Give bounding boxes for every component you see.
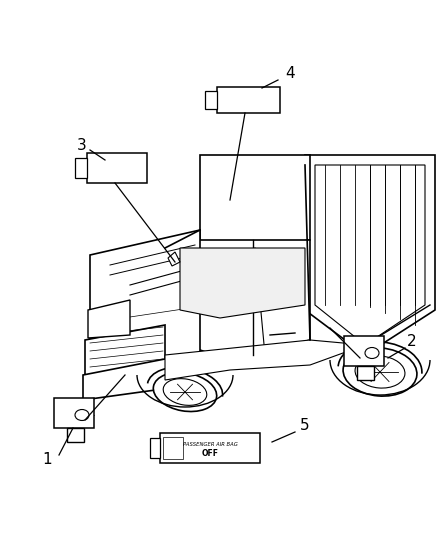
- Polygon shape: [85, 325, 165, 385]
- Polygon shape: [88, 300, 130, 338]
- Text: PASSENGER AIR BAG: PASSENGER AIR BAG: [183, 442, 237, 448]
- Text: 4: 4: [285, 66, 295, 80]
- Ellipse shape: [365, 348, 379, 359]
- Polygon shape: [165, 340, 365, 380]
- Text: 3: 3: [77, 138, 87, 152]
- Polygon shape: [90, 230, 200, 365]
- Polygon shape: [217, 87, 280, 113]
- Text: 2: 2: [407, 335, 417, 350]
- Polygon shape: [205, 91, 217, 109]
- Polygon shape: [180, 248, 305, 318]
- Polygon shape: [357, 366, 374, 380]
- Polygon shape: [200, 155, 310, 255]
- Polygon shape: [87, 153, 147, 183]
- Polygon shape: [75, 158, 87, 178]
- Ellipse shape: [343, 348, 417, 396]
- Polygon shape: [150, 438, 160, 458]
- Polygon shape: [54, 398, 94, 428]
- Ellipse shape: [355, 356, 405, 388]
- Polygon shape: [168, 252, 180, 266]
- Polygon shape: [83, 358, 170, 400]
- Text: OFF: OFF: [201, 448, 219, 457]
- Polygon shape: [80, 130, 435, 410]
- Ellipse shape: [163, 378, 207, 406]
- Polygon shape: [315, 165, 425, 345]
- Polygon shape: [344, 336, 384, 366]
- Text: 1: 1: [42, 453, 52, 467]
- Text: 5: 5: [300, 417, 310, 432]
- Polygon shape: [305, 155, 435, 355]
- Polygon shape: [163, 437, 183, 459]
- Ellipse shape: [153, 373, 217, 411]
- Polygon shape: [170, 240, 310, 360]
- Polygon shape: [160, 433, 260, 463]
- Polygon shape: [67, 428, 84, 442]
- Ellipse shape: [75, 409, 89, 421]
